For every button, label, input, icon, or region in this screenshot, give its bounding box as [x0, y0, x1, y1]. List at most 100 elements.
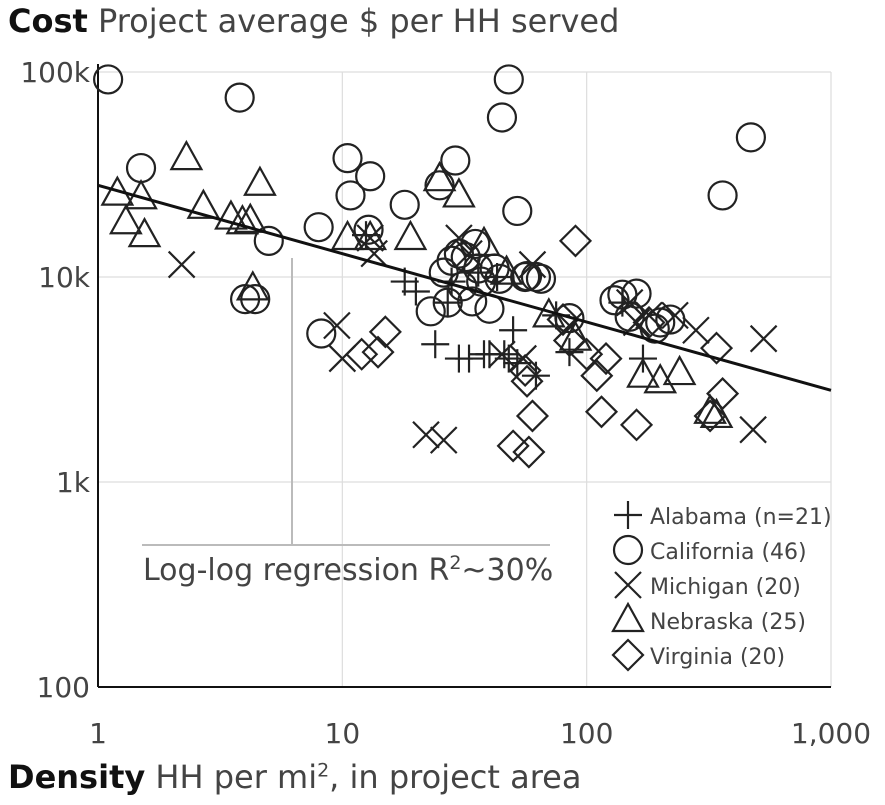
x-data-point: [622, 308, 651, 337]
x-data-point: [429, 426, 458, 454]
x-data-point: [749, 324, 778, 353]
diamond-data-point: [580, 359, 614, 393]
diamond-data-point: [552, 323, 586, 358]
diamond-data-point: [706, 377, 740, 411]
y-tick-label: 100k: [20, 56, 90, 89]
x-data-point: [635, 301, 663, 330]
x-data-point: [518, 250, 547, 279]
triangle-data-point: [169, 139, 204, 171]
x-axis-sublabel: HH per mi: [155, 758, 318, 796]
diamond-data-point: [570, 337, 604, 371]
x-tick-label: 1: [89, 717, 107, 750]
circle-data-point: [525, 263, 557, 294]
legend-label: Alabama (n=21): [650, 505, 832, 530]
legend-label: Virginia (20): [650, 645, 785, 670]
triangle-data-point: [235, 270, 270, 301]
x-axis-sup: 2: [317, 759, 330, 782]
x-data-point: [445, 224, 473, 252]
diamond-data-point: [345, 337, 379, 371]
circle-data-point: [224, 82, 255, 113]
plus-data-point: [401, 277, 430, 306]
triangle-data-point: [643, 363, 678, 394]
triangle-data-point: [353, 219, 388, 251]
legend-marker-circle: [612, 534, 644, 566]
diamond-data-point: [361, 335, 395, 369]
x-data-point: [412, 420, 440, 449]
diamond-data-point: [368, 315, 402, 349]
circle-data-point: [493, 64, 524, 95]
circle-data-point: [447, 271, 478, 302]
diamond-data-point: [558, 224, 593, 258]
x-data-point: [661, 301, 689, 330]
triangle-data-point: [662, 354, 697, 386]
circle-data-point: [93, 64, 124, 95]
triangle-data-point: [243, 165, 277, 196]
circle-data-point: [389, 189, 420, 220]
x-axis-title: Density HH per mi2, in project area: [8, 758, 581, 796]
circle-data-point: [125, 152, 157, 184]
regression-annotation: Log-log regression R2~30%: [143, 552, 553, 588]
diamond-data-point: [512, 435, 546, 469]
y-tick-label: 1k: [56, 466, 91, 499]
triangle-data-point: [467, 225, 501, 257]
plus-data-point: [499, 316, 528, 345]
circle-data-point: [502, 195, 533, 227]
legend-marker-triangle: [611, 601, 645, 633]
triangle-data-point: [330, 219, 365, 251]
x-tick-label: 100: [560, 717, 613, 750]
x-axis-rest: , in project area: [329, 758, 582, 796]
diamond-data-point: [584, 395, 619, 429]
plus-data-point: [421, 330, 450, 359]
circle-data-point: [303, 212, 334, 243]
circle-data-point: [332, 143, 363, 174]
triangle-data-point: [108, 203, 143, 235]
y-tick-label: 100: [37, 671, 90, 704]
plus-data-point: [433, 288, 462, 317]
circle-data-point: [735, 122, 766, 153]
diamond-data-point: [619, 408, 654, 442]
triangle-data-point: [127, 216, 162, 248]
diamond-data-point: [515, 399, 550, 433]
diamond-data-point: [632, 305, 666, 340]
circle-data-point: [440, 145, 471, 176]
legend-label: Michigan (20): [650, 575, 801, 600]
x-data-point: [682, 316, 710, 345]
diamond-data-point: [508, 353, 542, 388]
x-data-point: [323, 311, 351, 340]
x-tick-label: 1,000: [791, 717, 871, 750]
circle-data-point: [353, 214, 384, 245]
circle-data-point: [511, 261, 543, 292]
regression-label-rest: ~30%: [461, 553, 554, 588]
x-axis-label: Density: [8, 758, 146, 796]
x-tick-label: 10: [325, 717, 361, 750]
triangle-data-point: [100, 175, 135, 206]
chart-title: Cost Project average $ per HH served: [8, 2, 619, 40]
x-data-point: [167, 250, 196, 279]
triangle-data-point: [393, 219, 428, 251]
plus-data-point: [555, 338, 584, 367]
diamond-data-point: [589, 342, 623, 376]
circle-data-point: [460, 228, 491, 260]
diamond-data-point: [699, 331, 734, 365]
circle-data-point: [424, 170, 455, 201]
x-data-point: [615, 288, 644, 317]
triangle-data-point: [422, 160, 457, 192]
regression-line: [97, 183, 832, 392]
chart-subtitle: Project average $ per HH served: [97, 2, 620, 40]
circle-data-point: [486, 102, 518, 133]
legend-marker-plus: [614, 501, 642, 529]
diamond-data-point: [546, 303, 580, 337]
diamond-data-point: [510, 364, 544, 398]
circle-data-point: [443, 238, 475, 269]
legend-marker-diamond: [611, 638, 645, 672]
regression-label-sup: 2: [449, 552, 462, 574]
triangle-data-point: [225, 203, 260, 235]
triangle-data-point: [442, 177, 476, 208]
circle-data-point: [335, 180, 366, 211]
circle-data-point: [415, 296, 446, 327]
circle-data-point: [621, 278, 652, 309]
diamond-data-point: [693, 399, 727, 433]
plus-data-point: [455, 344, 484, 373]
circle-data-point: [253, 225, 284, 257]
